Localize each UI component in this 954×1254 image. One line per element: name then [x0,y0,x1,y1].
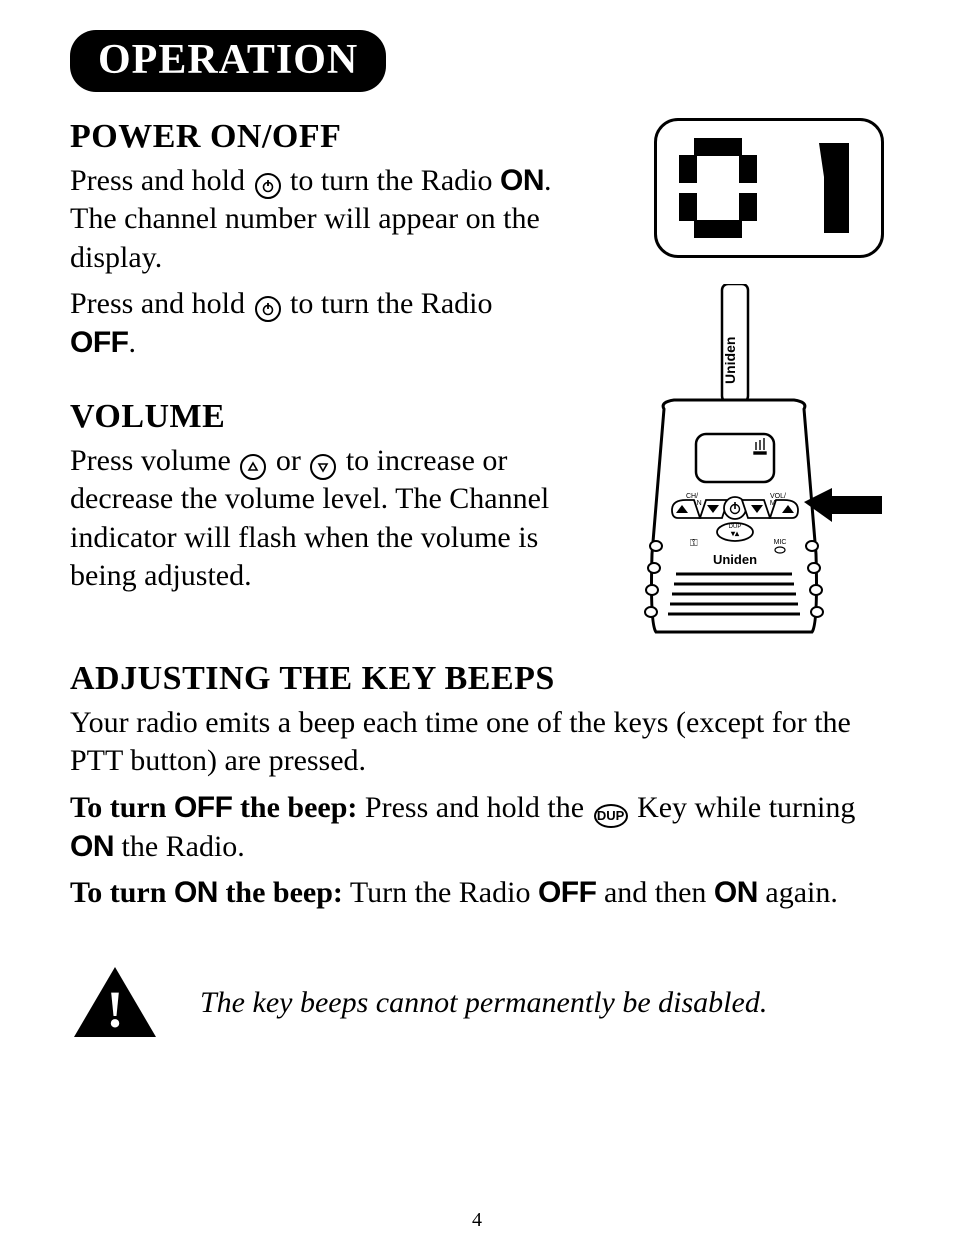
brand-label: Uniden [722,337,738,384]
page-number: 4 [0,1209,954,1232]
text-on: ON [500,164,544,197]
lead-text: To turn ON the beep: [70,876,343,909]
up-arrow-icon [240,454,266,480]
note-text: The key beeps cannot permanently be disa… [200,986,767,1020]
text-fragment: Key while turning [630,791,856,824]
full-width-section: ADJUSTING THE KEY BEEPS Your radio emits… [70,660,884,913]
illustration-column: Uniden CH/ SCAN VOL/ MON [584,118,884,634]
heading-keybeeps: ADJUSTING THE KEY BEEPS [70,660,884,698]
heading-volume: VOLUME [70,398,564,436]
note-row: ! The key beeps cannot permanently be di… [70,963,884,1043]
text-fragment: again. [758,876,838,909]
text-off: OFF [70,326,129,359]
text-on: ON [70,830,114,863]
svg-text:⚿: ⚿ [690,538,698,549]
text-fragment: Press and hold the [357,791,591,824]
page-title-pill: OPERATION [70,30,386,92]
down-arrow-icon [310,454,336,480]
svg-text:VOL/: VOL/ [770,493,786,500]
radio-illustration: Uniden CH/ SCAN VOL/ MON [594,284,884,634]
upper-columns: POWER ON/OFF Press and hold to turn the … [70,118,884,634]
power-paragraph-1: Press and hold to turn the Radio ON. The… [70,162,564,277]
text-off: OFF [538,876,597,909]
lcd-display-illustration [654,118,884,258]
svg-text:MIC: MIC [774,539,787,546]
text-fragment: and then [596,876,713,909]
warning-icon: ! [70,963,160,1043]
svg-text:Uniden: Uniden [713,552,757,567]
text-fragment: Turn the Radio [343,876,538,909]
lead-text: To turn OFF the beep: [70,791,357,824]
text-fragment: . [129,326,137,359]
keybeeps-paragraph-3: To turn ON the beep: Turn the Radio OFF … [70,874,884,912]
text-fragment: to turn the Radio [283,164,500,197]
page-title: OPERATION [98,37,358,83]
power-icon [255,296,281,322]
text-fragment: to turn the Radio [283,287,493,320]
text-fragment: Press and hold [70,287,253,320]
power-paragraph-2: Press and hold to turn the Radio OFF. [70,285,564,362]
lcd-digits-icon [674,133,864,243]
text-fragment: Press and hold [70,164,253,197]
svg-text:CH/: CH/ [686,493,698,500]
power-icon [255,173,281,199]
keybeeps-paragraph-1: Your radio emits a beep each time one of… [70,704,884,781]
svg-text:!: ! [106,982,123,1039]
volume-paragraph: Press volume or to increase or decrease … [70,442,564,596]
svg-text:▾▴: ▾▴ [730,529,740,538]
keybeeps-paragraph-2: To turn OFF the beep: Press and hold the… [70,789,884,867]
text-column: POWER ON/OFF Press and hold to turn the … [70,118,564,634]
text-fragment: Press volume [70,444,238,477]
text-fragment: or [268,444,308,477]
radio-svg-icon: Uniden CH/ SCAN VOL/ MON [594,284,884,634]
dup-key-icon: DUP [594,804,628,828]
text-fragment: the Radio. [114,830,245,863]
heading-power: POWER ON/OFF [70,118,564,156]
text-on: ON [714,876,758,909]
